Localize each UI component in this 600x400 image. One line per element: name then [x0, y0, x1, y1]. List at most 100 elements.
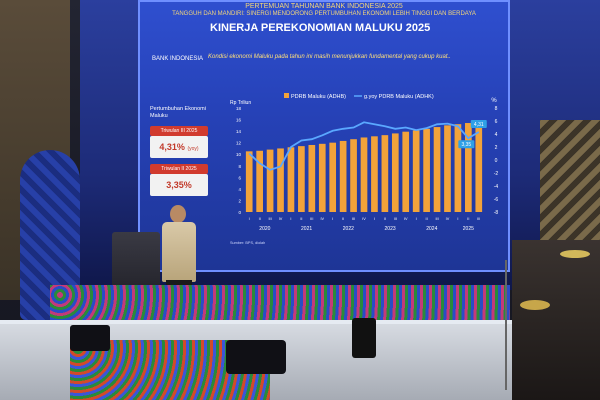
bar-pdrb	[298, 146, 305, 212]
y-right-tick: 2	[495, 145, 498, 151]
bar-pdrb	[454, 124, 462, 212]
y-left-tick: 4	[238, 187, 241, 192]
quarter-tick: II	[259, 217, 261, 221]
annot-q2: 3,35	[461, 142, 471, 148]
hi-hat	[520, 300, 550, 310]
y-right-tick: 0	[495, 158, 498, 164]
quarter-tick: II	[342, 217, 344, 221]
quarter-tick: II	[426, 217, 428, 221]
quarter-tick: III	[477, 217, 480, 221]
y-right-label: %	[491, 98, 497, 104]
year-label: 2024	[426, 226, 437, 232]
y-right-tick: -8	[494, 210, 499, 216]
stage-edge	[0, 320, 600, 324]
bar-pdrb	[350, 139, 357, 212]
quarter-tick: IV	[446, 217, 450, 221]
y-left-tick: 18	[236, 106, 242, 111]
year-label: 2025	[463, 226, 474, 232]
cymbal	[560, 250, 590, 258]
y-left-tick: 0	[238, 210, 241, 215]
bank-indonesia-logo: BANK INDONESIA	[152, 56, 204, 62]
quarter-tick: II	[384, 217, 386, 221]
speaker-body	[162, 222, 196, 282]
presentation-screen: PERTEMUAN TAHUNAN BANK INDONESIA 2025 TA…	[138, 0, 510, 272]
quarter-tick: III	[310, 217, 313, 221]
gdp-chart: PDRB Maluku (ADHB) g.yoy PDRB Maluku (ADH…	[226, 90, 502, 250]
stage-monitor-speaker	[226, 340, 286, 374]
legend-swatch-bars	[284, 93, 289, 98]
quarter-tick: III	[352, 217, 355, 221]
bar-pdrb	[277, 148, 284, 212]
quarter-tick: IV	[320, 217, 324, 221]
q3-label: Triwulan III 2025	[150, 126, 208, 136]
bar-pdrb	[318, 143, 326, 212]
quarter-tick: III	[394, 217, 397, 221]
bar-pdrb	[465, 123, 472, 212]
drum-kit	[512, 240, 600, 400]
year-label: 2020	[259, 226, 270, 232]
y-left-tick: 14	[236, 129, 242, 134]
annot-q3: 4,31	[474, 122, 484, 128]
y-right-tick: -6	[494, 197, 499, 203]
y-left-tick: 10	[236, 152, 242, 157]
bar-pdrb	[360, 137, 368, 212]
y-right-tick: 8	[495, 106, 498, 112]
q3-value-box: 4,31% (yoy)	[150, 136, 208, 158]
bar-pdrb	[308, 144, 316, 212]
year-label: 2023	[385, 226, 396, 232]
year-label: 2022	[343, 226, 354, 232]
quarter-tick: I	[332, 217, 333, 221]
stage-light	[352, 318, 376, 358]
bar-pdrb	[381, 135, 389, 212]
header-line-1: PERTEMUAN TAHUNAN BANK INDONESIA 2025	[245, 3, 403, 10]
quarter-tick: III	[435, 217, 438, 221]
y-left-tick: 6	[238, 175, 241, 180]
flower-arrangement	[50, 285, 510, 325]
growth-line	[248, 121, 480, 171]
growth-label: Pertumbuhan Ekonomi Maluku	[150, 106, 206, 119]
quarter-tick: IV	[279, 217, 283, 221]
q3-suffix: (yoy)	[187, 146, 199, 152]
q2-value: 3,35%	[150, 174, 208, 196]
bar-pdrb	[245, 151, 253, 212]
y-right-tick: -4	[494, 184, 499, 190]
speaker-head	[170, 205, 186, 223]
y-left-label: Rp Triliun	[230, 100, 251, 106]
quarter-tick: I	[374, 217, 375, 221]
legend-bars: PDRB Maluku (ADHB)	[291, 94, 346, 100]
quarter-tick: II	[467, 217, 469, 221]
chart-svg: PDRB Maluku (ADHB) g.yoy PDRB Maluku (ADH…	[230, 93, 499, 245]
year-label: 2021	[301, 226, 312, 232]
mic-stand	[505, 260, 507, 390]
header-line-2: TANGGUH DAN MANDIRI: SINERGI MENDORONG P…	[172, 11, 476, 17]
bar-pdrb	[256, 150, 263, 212]
q2-label: Triwulan II 2025	[150, 164, 208, 174]
bar-pdrb	[412, 130, 420, 212]
quarter-tick: I	[457, 217, 458, 221]
bar-pdrb	[371, 136, 378, 212]
bar-pdrb	[423, 128, 430, 212]
quarter-tick: II	[300, 217, 302, 221]
bar-pdrb	[475, 121, 483, 212]
legend-line: g.yoy PDRB Maluku (ADHK)	[364, 94, 434, 100]
q3-value: 4,31%	[159, 142, 185, 152]
quarter-tick: I	[290, 217, 291, 221]
source-note: Sumber: BPS, diolah	[230, 241, 265, 245]
y-left-tick: 8	[238, 164, 241, 169]
y-left-tick: 16	[236, 118, 242, 123]
growth-panel: Pertumbuhan Ekonomi Maluku Triwulan III …	[150, 106, 210, 196]
quarter-tick: III	[269, 217, 272, 221]
y-right-tick: 4	[495, 132, 498, 138]
quarter-tick: I	[249, 217, 250, 221]
quarter-tick: IV	[404, 217, 408, 221]
y-right-tick: 6	[495, 119, 498, 125]
quarter-tick: IV	[362, 217, 366, 221]
bar-pdrb	[266, 149, 274, 212]
bar-pdrb	[433, 127, 441, 212]
slide-subtitle: Kondisi ekonomi Maluku pada tahun ini ma…	[208, 54, 451, 60]
y-right-tick: -2	[494, 171, 499, 177]
slide-title: KINERJA PEREKONOMIAN MALUKU 2025	[210, 22, 431, 34]
annot-box-q3	[470, 119, 487, 128]
bar-pdrb	[339, 140, 347, 212]
